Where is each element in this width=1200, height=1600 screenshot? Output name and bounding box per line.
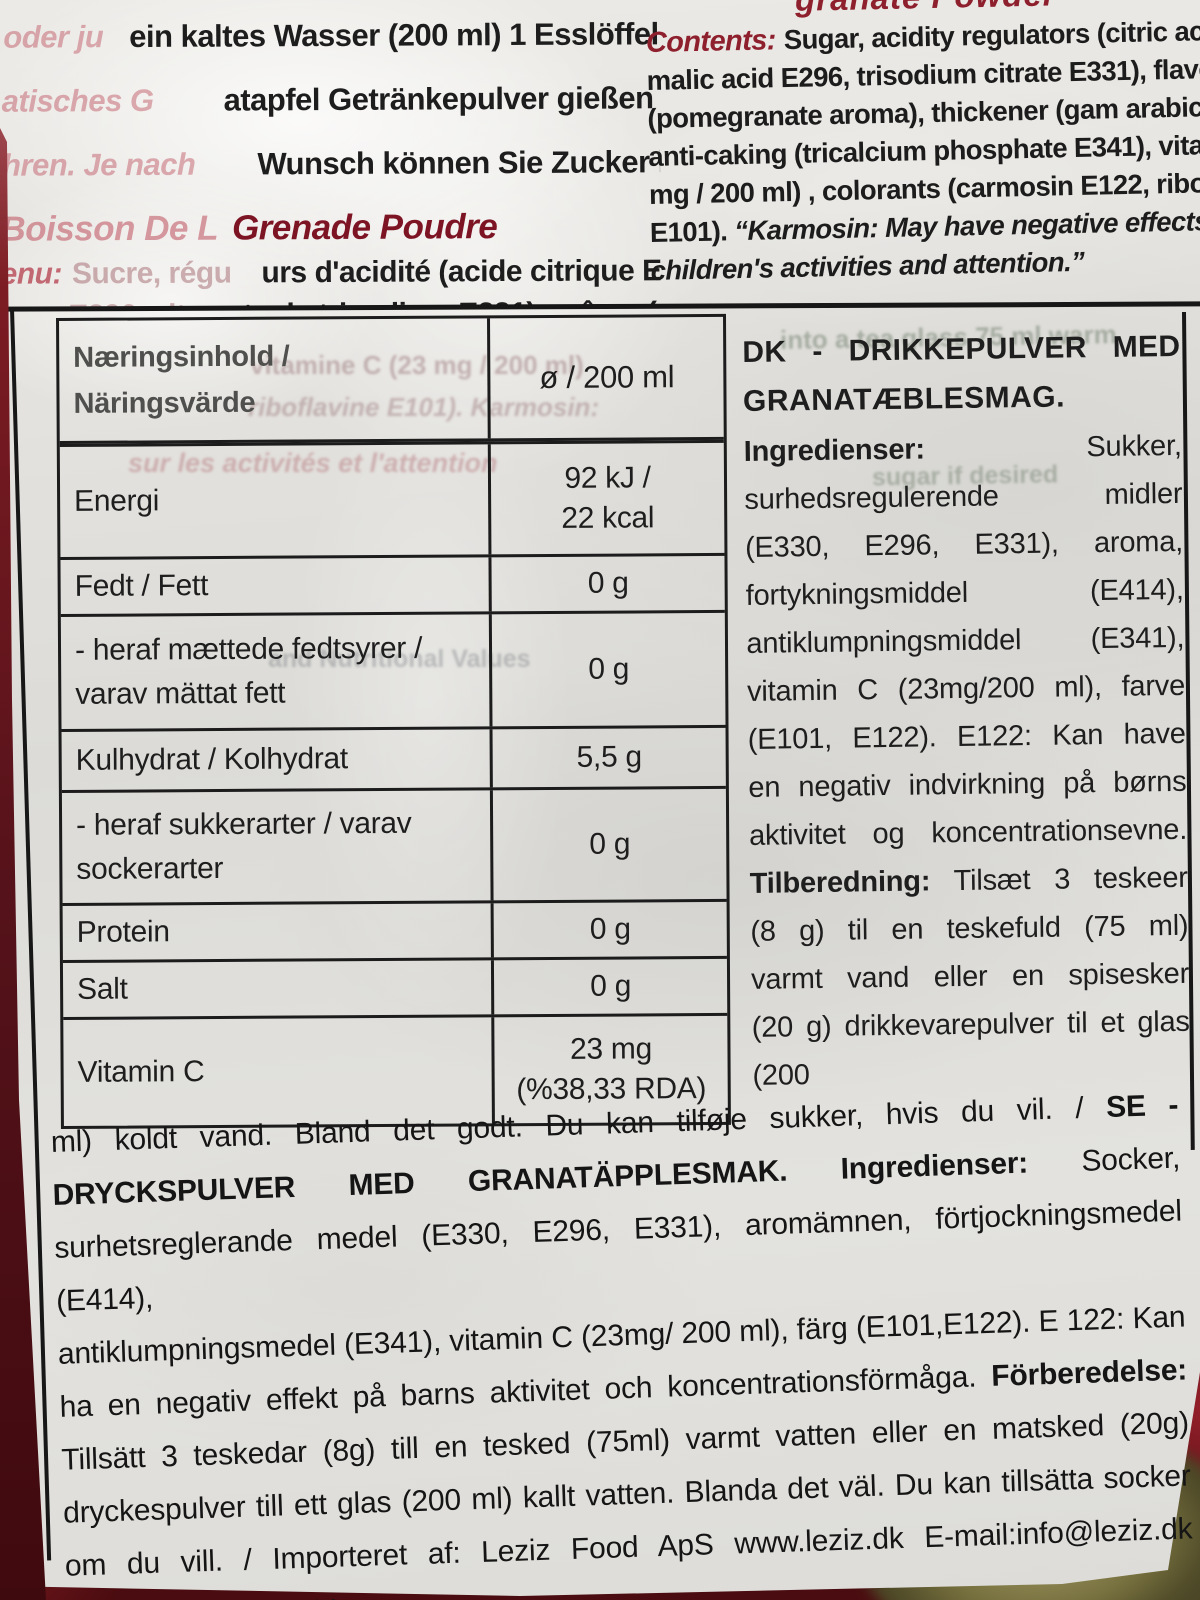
title-text: Grenade Poudre [231, 207, 498, 248]
german-line: hren. Je nach Wunsch können Sie Zucker hi… [0, 130, 661, 197]
table-row: Energi 92 kJ / 22 kcal [59, 439, 725, 557]
website-text: www.leziz.dk [733, 1521, 905, 1561]
faded-fragment: oder ju [3, 19, 104, 55]
table-row: Salt 0 g [62, 955, 728, 1017]
german-french-text-block: oder ju ein kaltes Wasser (200 ml) 1 Essl… [0, 2, 661, 308]
table-row: Protein 0 g [62, 898, 727, 960]
german-line: oder ju ein kaltes Wasser (200 ml) 1 Essl… [0, 2, 660, 69]
table-row: Kulhydrat / Kolhydrat 5,5 g [61, 724, 726, 790]
karmosin-warning: “Karmosin: May have negative effects [733, 205, 1200, 247]
row-value: 0 g [587, 566, 629, 600]
contents-label: Contents: [645, 24, 777, 59]
row-label: - heraf sukkerarter / varav sockerarter [61, 790, 494, 903]
nutrition-table: Næringsinhold / Näringsvärde ø / 200 ml … [56, 313, 731, 1129]
row-label: Energi [59, 444, 492, 557]
row-value: 5,5 g [576, 740, 642, 774]
header-nutrition: Næringsinhold / Näringsvärde [59, 318, 491, 441]
french-ingredients-line: enu: Sucre, régu urs d'acidité (acide citr… [1, 250, 661, 295]
ingredients-label: Ingredienser: [743, 433, 926, 468]
danish-title-line2: GRANATÆBLESMAG. [742, 380, 1066, 418]
row-value: 0 g [589, 827, 631, 861]
row-value: 0 g [589, 912, 631, 946]
french-product-title: Boisson De L Grenade Poudre [0, 202, 660, 253]
ingredients-text: Sukker, surhedsregulerende midler (E330,… [744, 429, 1188, 852]
german-text: Wunsch können Sie Zucker hinzufügen. [257, 143, 661, 182]
english-lines: Contents: Sugar, acidity regulators (citr… [646, 11, 1200, 290]
row-label: - heraf mættede fedtsyrer / varav mättat… [60, 614, 493, 729]
row-label: Protein [62, 903, 494, 960]
table-row: - heraf mættede fedtsyrer / varav mättat… [60, 609, 726, 729]
danish-title-line1: DK - DRIKKEPULVER MED [742, 329, 1181, 369]
preparation-label-sv: Förberedelse: [990, 1353, 1188, 1393]
english-contents-block: granate Powder Contents:Sugar, acidity r… [645, 0, 1200, 290]
faded-fragment: Boisson De L [0, 208, 219, 249]
contents-text: E101). [649, 215, 735, 248]
preparation-label: Tilberedning: [749, 865, 931, 900]
row-value: 0 g [588, 652, 630, 686]
german-text: atapfel Getränkepulver gießen und gut [223, 80, 660, 118]
ingredients-text: urs d'acidité (acide citrique E330, [261, 253, 661, 290]
row-label: Fedt / Fett [60, 557, 492, 614]
text-segment: Socker, [1080, 1141, 1181, 1178]
faded-fragment: hren. Je nach [1, 146, 196, 183]
danish-body-text: Ingredienser: Sukker, surhedsregulerende… [743, 422, 1190, 1100]
table-header-row: Næringsinhold / Näringsvärde ø / 200 ml [59, 316, 724, 444]
text-segment: SE - [1105, 1088, 1179, 1124]
table-row: Fedt / Fett 0 g [60, 552, 725, 614]
faded-fragment: Sucre, régu [71, 256, 232, 291]
email-text: E-mail:info@leziz.dk [923, 1512, 1193, 1555]
header-per-200ml: ø / 200 ml [539, 359, 675, 396]
faded-fragment: atisches G [1, 82, 154, 119]
row-label: Salt [62, 960, 495, 1017]
german-line: atisches G atapfel Getränkepulver gießen … [0, 66, 661, 133]
row-value: 92 kJ / 22 kcal [561, 461, 655, 535]
german-text: ein kaltes Wasser (200 ml) 1 Esslöffel (… [129, 16, 661, 55]
karmosin-warning: children's activities and attention.” [650, 245, 1085, 286]
contents-text: Sugar, acidity regulators (citric acid E [783, 14, 1200, 56]
bottom-text-block: ml) koldt vand. Bland det godt. Du kan t… [50, 1079, 1195, 1600]
row-value: 0 g [590, 969, 632, 1003]
row-label: Kulhydrat / Kolhydrat [61, 729, 493, 790]
danish-text-column: DK - DRIKKEPULVER MED GRANATÆBLESMAG. In… [742, 322, 1191, 1100]
ingredients-label: enu: [0, 257, 63, 291]
table-row: - heraf sukkerarter / varav sockerarter … [61, 785, 727, 903]
